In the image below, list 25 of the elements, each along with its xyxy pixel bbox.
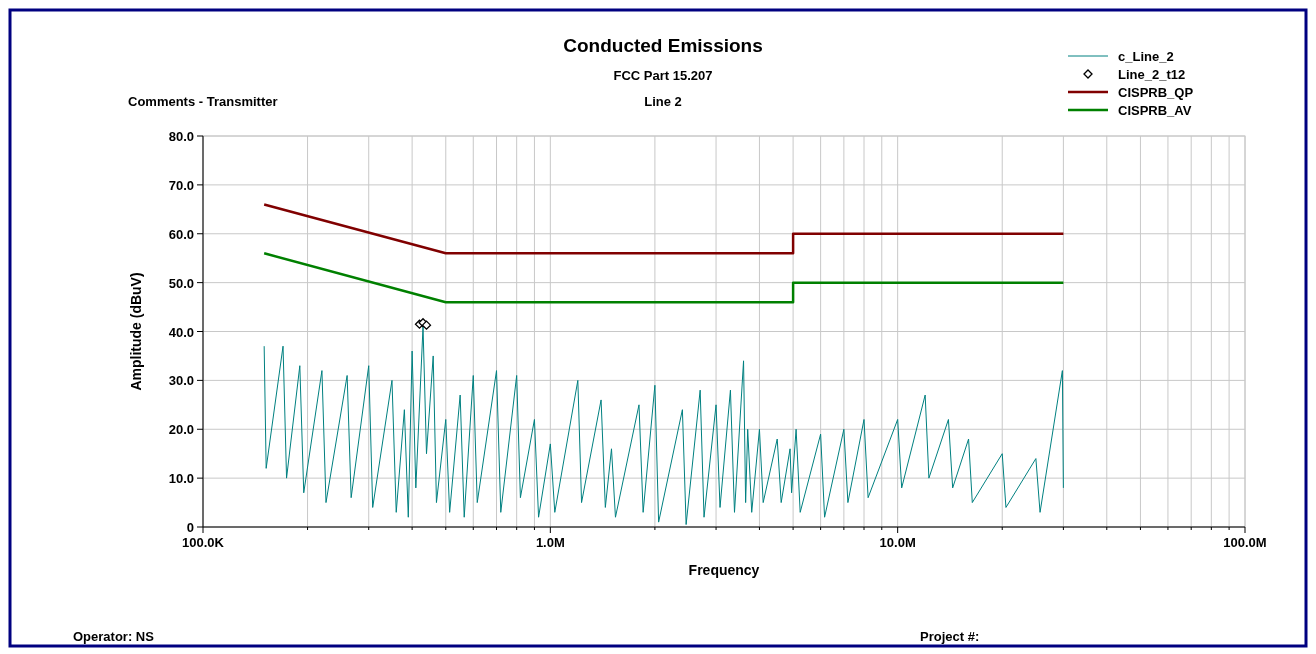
y-tick-label: 40.0 (168, 324, 194, 340)
text: Project #: (920, 629, 980, 644)
legend-label: CISPRB_QP (1118, 85, 1194, 100)
x-tick-label: 1.0M (535, 535, 565, 550)
y-tick-label: 20.0 (168, 422, 194, 438)
x-tick-label: 10.0M (879, 535, 916, 550)
y-tick-label: 30.0 (168, 373, 194, 389)
y-tick-label: 70.0 (168, 177, 194, 193)
text: Comments - Transmitter (128, 94, 278, 109)
y-tick-label: 80.0 (168, 129, 194, 144)
y-tick-label: 50.0 (168, 275, 194, 291)
x-tick-label: 100.0M (1223, 535, 1267, 550)
legend-label: Line_2_t12 (1118, 67, 1186, 82)
y-tick-label: 60.0 (168, 226, 194, 242)
legend-label: c_Line_2 (1118, 49, 1174, 64)
y-tick-label: 0 (186, 520, 194, 535)
chart-subtitle: FCC Part 15.207 (613, 68, 713, 83)
text: Operator: NS (73, 629, 155, 644)
x-axis-title: Frequency (688, 562, 760, 578)
y-tick-label: 10.0 (168, 471, 194, 487)
chart-title: Conducted Emissions (563, 35, 763, 56)
legend-label: CISPRB_AV (1118, 103, 1192, 118)
text: Line 2 (644, 94, 682, 109)
x-tick-label: 100.0K (182, 535, 225, 550)
y-axis-title: Amplitude (dBuV) (128, 272, 144, 391)
